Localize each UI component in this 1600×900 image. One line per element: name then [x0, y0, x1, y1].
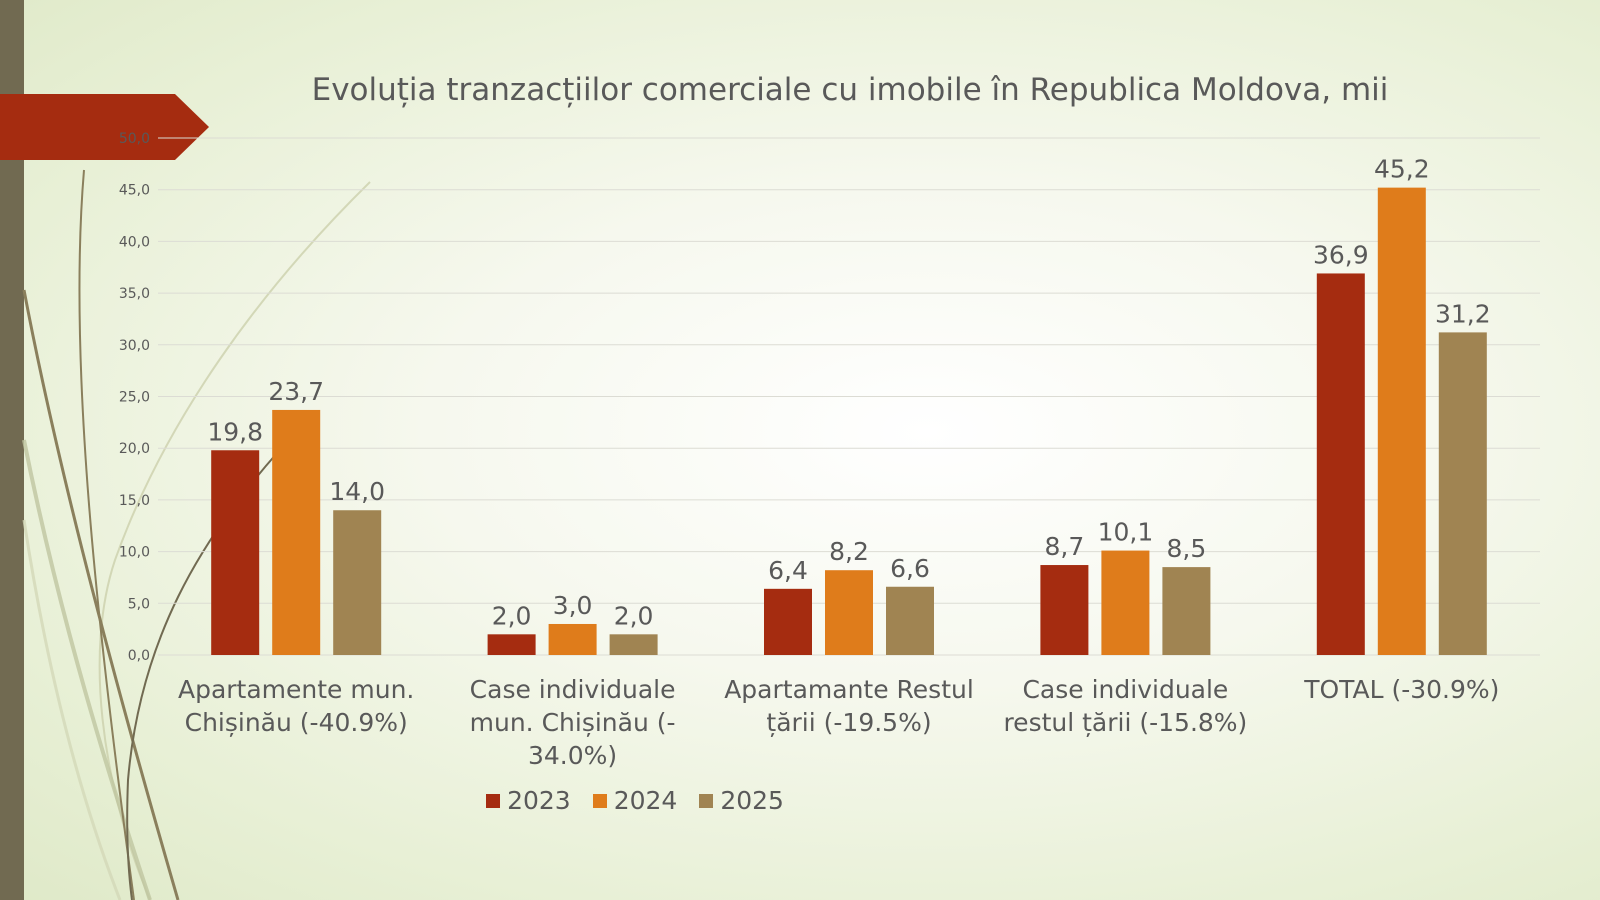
- decorative-curve: [22, 439, 152, 900]
- legend-item-2023: 2023: [486, 786, 571, 815]
- data-label: 14,0: [329, 477, 385, 506]
- bar-2023-4: [1316, 273, 1365, 655]
- bar-2023-1: [487, 634, 536, 655]
- data-label: 8,7: [1045, 532, 1085, 561]
- category-label-line: restul țării (-15.8%): [1003, 708, 1248, 737]
- data-label: 10,1: [1098, 518, 1154, 547]
- legend-label: 2023: [507, 786, 571, 815]
- y-tick-label: 20,0: [119, 441, 150, 457]
- category-label: Case individuale restul țării (-15.8%): [1000, 673, 1250, 739]
- legend-label: 2024: [613, 786, 678, 815]
- bar-2025-1: [609, 634, 658, 655]
- data-label: 8,2: [829, 537, 869, 566]
- y-tick-label: 0,0: [128, 648, 150, 664]
- y-tick-label: 5,0: [128, 596, 150, 612]
- data-label: 8,5: [1167, 534, 1207, 563]
- category-label-line: Apartamente mun.: [177, 675, 415, 704]
- data-label: 6,6: [890, 554, 930, 583]
- y-tick-label: 50,0: [119, 131, 150, 147]
- y-tick-label: 30,0: [119, 338, 150, 354]
- decoration: [0, 0, 371, 900]
- chart-title: Evoluția tranzacțiilor comerciale cu imo…: [311, 72, 1389, 108]
- y-tick-label: 10,0: [119, 545, 150, 561]
- category-label: Apartamente mun. Chișinău (-40.9%): [171, 673, 421, 739]
- bar-2025-0: [333, 510, 382, 655]
- legend-item-2024: 2024: [592, 786, 678, 815]
- legend-swatch: [592, 793, 607, 808]
- bar-2024-1: [548, 623, 597, 655]
- bar-2025-4: [1438, 332, 1487, 655]
- data-label: 45,2: [1374, 155, 1430, 184]
- y-tick-label: 45,0: [119, 183, 150, 199]
- bar-2024-4: [1377, 187, 1426, 655]
- legend-swatch: [486, 793, 501, 808]
- data-label: 3,0: [553, 591, 593, 620]
- category-label: Case individuale mun. Chișinău (- 34.0%): [448, 673, 698, 772]
- category-label-line: TOTAL (-30.9%): [1304, 675, 1500, 704]
- title-arrow-shape: [0, 94, 209, 160]
- decorative-curve: [22, 289, 180, 900]
- data-label: 6,4: [768, 556, 808, 585]
- y-tick-label: 15,0: [119, 493, 150, 509]
- bar-2025-2: [886, 586, 934, 655]
- category-label-line: mun. Chișinău (-: [469, 708, 676, 737]
- bar-2024-3: [1101, 550, 1150, 655]
- bar-2025-3: [1162, 567, 1211, 655]
- category-label-line: Chișinău (-40.9%): [184, 708, 408, 737]
- bar-2023-2: [764, 588, 812, 655]
- legend: 2023 2024 2025: [0, 786, 1270, 815]
- data-label: 36,9: [1313, 240, 1369, 269]
- data-label: 2,0: [614, 601, 654, 630]
- category-label-line: 34.0%): [528, 741, 618, 770]
- data-label: 2,0: [492, 601, 532, 630]
- category-label-line: Case individuale: [1022, 675, 1229, 704]
- category-label: TOTAL (-30.9%): [1277, 673, 1527, 706]
- decorative-curve: [78, 169, 135, 900]
- bar-2023-0: [211, 450, 260, 655]
- data-label: 23,7: [268, 377, 324, 406]
- legend-label: 2025: [720, 786, 784, 815]
- y-tick-label: 25,0: [119, 390, 150, 406]
- legend-swatch: [699, 793, 714, 808]
- data-label: 31,2: [1435, 299, 1491, 328]
- legend-item-2025: 2025: [699, 786, 784, 815]
- decorative-curve: [22, 519, 122, 900]
- bar-2024-0: [272, 409, 321, 655]
- bar-2023-3: [1040, 565, 1089, 655]
- category-label-line: Apartamante Restul: [724, 675, 974, 704]
- y-tick-label: 35,0: [119, 286, 150, 302]
- bar-2024-2: [825, 570, 873, 655]
- data-label: 19,8: [207, 417, 263, 446]
- category-label: Apartamante Restul țării (-19.5%): [724, 673, 974, 739]
- y-tick-label: 40,0: [119, 234, 150, 250]
- category-label-line: Case individuale: [469, 675, 676, 704]
- category-label-line: țării (-19.5%): [766, 708, 932, 737]
